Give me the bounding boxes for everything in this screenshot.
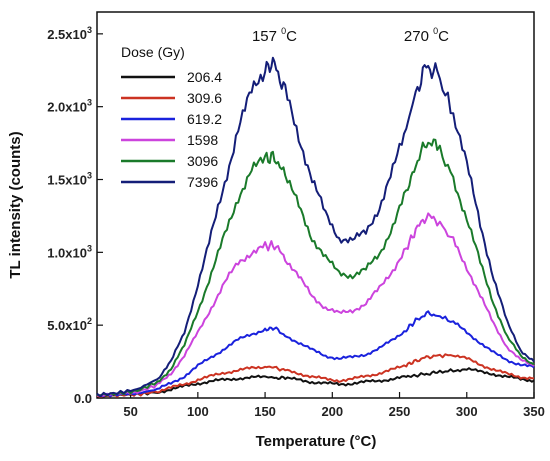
peak-annotation-0: 157 0C <box>252 26 297 45</box>
x-tick-label-0: 50 <box>123 404 137 419</box>
x-tick-label-6: 350 <box>523 404 545 419</box>
legend-label-206.4: 206.4 <box>187 69 222 85</box>
series-line-3096 <box>96 138 535 397</box>
annotations: 157 0C 270 0C <box>252 26 449 45</box>
y-axis: 0.0 5.0x102 1.0x103 1.5x103 2.0x103 2.5x103 <box>47 25 103 406</box>
y-tick-label-5: 2.5x103 <box>47 25 92 42</box>
legend-label-3096: 3096 <box>187 153 218 169</box>
series-line-1598 <box>96 212 535 397</box>
series-line-309.6 <box>96 353 534 398</box>
y-tick-label-3: 1.5x103 <box>47 171 92 188</box>
legend-title: Dose (Gy) <box>121 44 185 60</box>
legend-label-1598: 1598 <box>187 132 218 148</box>
x-tick-label-1: 100 <box>187 404 209 419</box>
y-tick-label-0: 0.0 <box>74 391 92 406</box>
plot-frame <box>96 11 535 399</box>
y-tick-label-4: 2.0x103 <box>47 98 92 115</box>
series-line-206.4 <box>96 367 535 399</box>
x-tick-label-4: 250 <box>389 404 411 419</box>
x-tick-label-5: 300 <box>456 404 478 419</box>
peak-annotation-1: 270 0C <box>404 26 449 45</box>
series-line-619.2 <box>96 310 535 398</box>
y-tick-label-2: 1.0x103 <box>47 243 92 260</box>
x-axis: 50 100 150 200 250 300 350 <box>123 392 545 419</box>
series-layer <box>96 56 535 399</box>
legend-label-619.2: 619.2 <box>187 111 222 127</box>
y-tick-label-1: 5.0x102 <box>47 316 92 333</box>
legend: Dose (Gy) 206.4 309.6 619.2 1598 3096 7396 <box>121 44 222 190</box>
series-line-7396 <box>96 56 535 398</box>
y-axis-label: TL intensity (counts) <box>7 131 24 278</box>
legend-label-309.6: 309.6 <box>187 90 222 106</box>
x-axis-label: Temperature (°C) <box>256 433 377 450</box>
legend-label-7396: 7396 <box>187 174 218 190</box>
x-tick-label-2: 150 <box>254 404 276 419</box>
x-tick-label-3: 200 <box>321 404 343 419</box>
